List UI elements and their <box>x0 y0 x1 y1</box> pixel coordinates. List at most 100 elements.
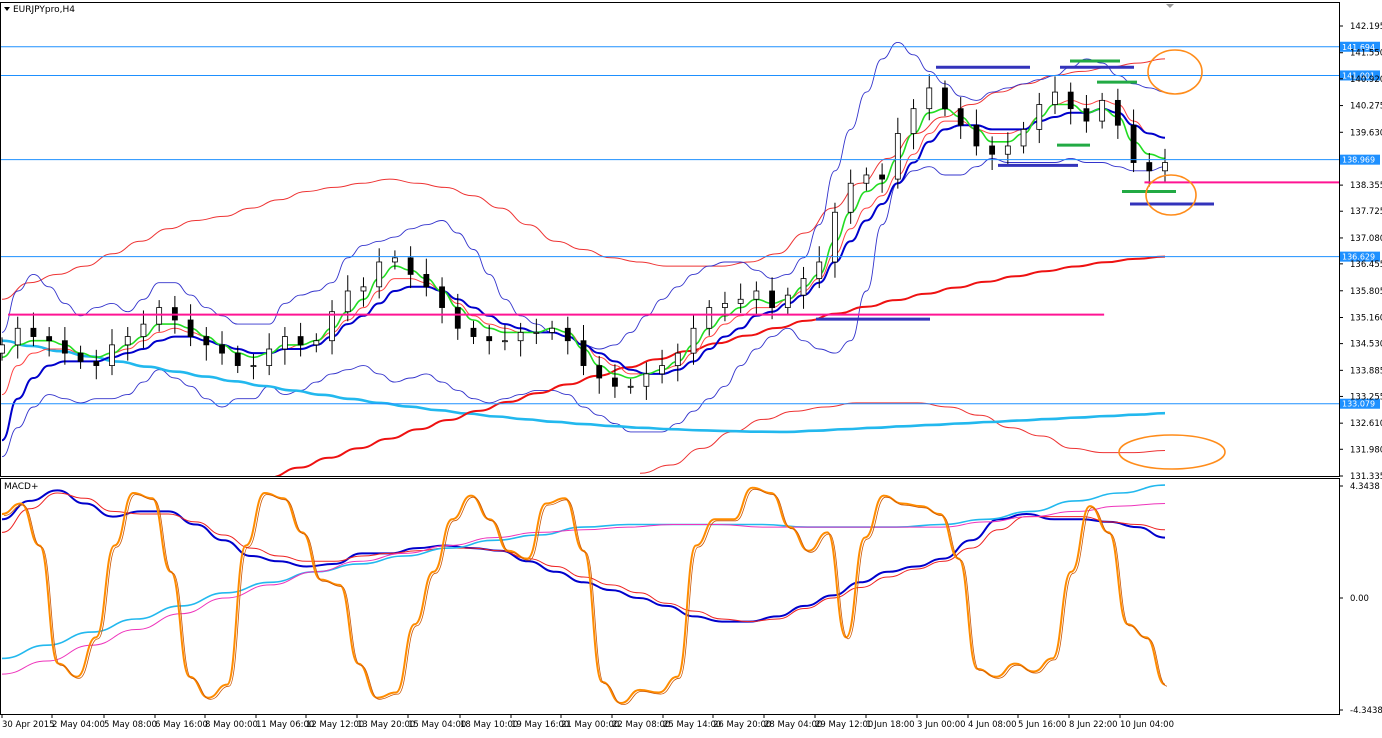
candle-body <box>77 352 84 362</box>
y-tick-label: 131.980 <box>1350 445 1382 455</box>
candle <box>470 320 477 345</box>
candle-body <box>0 344 5 354</box>
macd-y-tick-label: 4.3438 <box>1350 482 1380 492</box>
candle <box>690 314 697 365</box>
y-tick-label: 134.530 <box>1350 340 1382 350</box>
outer-band-upper <box>1 58 1166 300</box>
candle-body <box>470 327 477 337</box>
candle-body <box>1162 162 1168 172</box>
candle-body <box>989 145 996 155</box>
triangle-down-icon[interactable] <box>4 7 10 11</box>
scroll-triangle-icon[interactable] <box>1166 4 1174 8</box>
candle <box>596 356 603 394</box>
y-tick-label: 139.630 <box>1350 128 1382 138</box>
level-tag-label: 141.001 <box>1342 71 1375 80</box>
x-tick-label: 30 Apr 2015 <box>2 720 55 730</box>
macd-series-line <box>1 484 1166 660</box>
candle-body <box>784 294 791 308</box>
candle-body <box>706 307 713 329</box>
candle <box>769 277 775 320</box>
candle <box>46 327 53 357</box>
candle-body <box>627 385 634 388</box>
level-tag <box>1340 398 1380 409</box>
x-tick-label: 11 May 06:00 <box>256 720 314 730</box>
candle <box>250 353 257 380</box>
candle <box>832 202 838 278</box>
candle <box>234 345 241 374</box>
x-tick-label: 18 May 10:00 <box>460 720 518 730</box>
level-tag-label: 141.694 <box>1342 43 1375 52</box>
x-tick-label: 21 May 00:00 <box>561 720 619 730</box>
candle <box>392 250 398 270</box>
x-tick-label: 25 May 14:00 <box>663 720 721 730</box>
candle <box>61 327 68 365</box>
candle <box>281 327 288 365</box>
candle <box>109 329 115 376</box>
candle <box>93 349 100 380</box>
main-pane-frame <box>0 2 1340 477</box>
candle-body <box>407 257 414 275</box>
candle-body <box>596 365 603 379</box>
candle-body <box>250 365 257 367</box>
x-tick-label: 26 May 20:00 <box>713 720 771 730</box>
y-tick-label: 135.805 <box>1350 287 1382 297</box>
level-tag-label: 133.079 <box>1342 400 1375 409</box>
candle <box>407 246 414 289</box>
candle-body <box>124 336 131 346</box>
candle-body <box>863 174 870 184</box>
candle-body <box>14 327 21 346</box>
candle <box>863 167 870 191</box>
candle <box>957 97 964 139</box>
x-tick-label: 28 May 04:00 <box>764 720 822 730</box>
candle <box>910 99 917 150</box>
candle <box>989 136 996 170</box>
y-tick-label: 142.195 <box>1350 22 1382 32</box>
candle-body <box>926 87 933 110</box>
candle <box>706 300 713 336</box>
candle <box>1020 121 1027 154</box>
candle-body <box>156 307 163 325</box>
candle <box>643 362 650 400</box>
candle-body <box>659 365 665 375</box>
candle <box>1114 88 1121 139</box>
candle <box>722 291 728 322</box>
candle-body <box>564 327 571 342</box>
candle <box>1099 92 1106 129</box>
candle <box>737 283 744 313</box>
x-tick-label: 1 Jun 18:00 <box>866 720 915 730</box>
candle <box>1004 132 1011 166</box>
ema-long-cyan <box>1 339 1166 434</box>
candle <box>564 316 571 355</box>
macd-pane-frame <box>0 478 1340 715</box>
x-tick-label: 8 May 00:00 <box>205 720 258 730</box>
candle <box>847 169 854 224</box>
candle-body <box>187 319 194 337</box>
candle <box>0 337 5 361</box>
x-tick-label: 2 May 04:00 <box>52 720 105 730</box>
candle-body <box>1052 91 1058 105</box>
candle <box>659 349 665 384</box>
candle-body <box>439 286 445 308</box>
candle-body <box>140 323 147 337</box>
x-tick-label: 15 May 04:00 <box>408 720 466 730</box>
macd-y-tick-label: -4.3438 <box>1350 706 1382 716</box>
x-tick-label: 13 May 20:00 <box>357 720 415 730</box>
candle <box>627 378 634 394</box>
x-tick-label: 5 May 08:00 <box>104 720 157 730</box>
chart-title: EURJPYpro,H4 <box>13 5 75 15</box>
level-tag <box>1340 251 1380 262</box>
candle-body <box>690 327 697 354</box>
y-tick-label: 140.275 <box>1350 102 1382 112</box>
candle <box>894 117 901 189</box>
candle-body <box>1067 91 1074 110</box>
candle-body <box>674 352 681 366</box>
candle-body <box>879 174 886 180</box>
candle-body <box>1036 104 1043 130</box>
candle-body <box>93 361 100 366</box>
candle-body <box>1114 99 1121 126</box>
candle-body <box>816 261 823 279</box>
macd-series-line <box>1 489 1166 623</box>
candle <box>502 324 508 351</box>
candle-body <box>219 344 225 354</box>
